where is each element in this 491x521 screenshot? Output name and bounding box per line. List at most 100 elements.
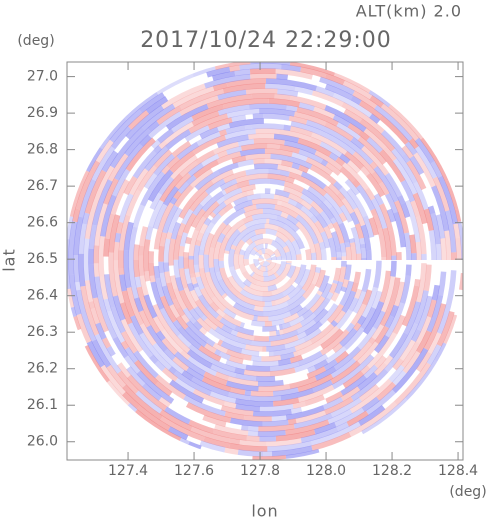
radar-echo bbox=[412, 181, 429, 211]
radar-echo bbox=[300, 426, 339, 444]
radar-echo bbox=[373, 362, 388, 377]
radar-echo bbox=[198, 326, 208, 336]
radar-echo bbox=[153, 265, 161, 279]
radar-echo bbox=[251, 198, 278, 206]
radar-echo bbox=[376, 381, 397, 401]
radar-echo bbox=[360, 224, 372, 252]
radar-echo bbox=[320, 249, 327, 261]
radar-echo bbox=[222, 313, 229, 321]
radar-echo bbox=[181, 208, 194, 225]
subtitle: ALT(km) 2.0 bbox=[356, 2, 462, 21]
radar-echo bbox=[240, 183, 256, 193]
radar-echo bbox=[163, 406, 191, 425]
radar-echo bbox=[155, 353, 172, 371]
radar-echo bbox=[434, 342, 449, 363]
radar-echo bbox=[265, 260, 271, 266]
radar-echo bbox=[315, 85, 335, 98]
radar-echo bbox=[102, 178, 119, 205]
radar-echo bbox=[217, 339, 224, 346]
radar-echo bbox=[298, 102, 315, 112]
radar-echo bbox=[67, 288, 75, 309]
radar-echo bbox=[316, 290, 324, 297]
radar-echo bbox=[214, 423, 249, 436]
radar-echo bbox=[188, 259, 196, 275]
radar-echo bbox=[246, 244, 254, 252]
radar-echo bbox=[223, 250, 230, 255]
radar-echo bbox=[320, 347, 329, 356]
radar-echo bbox=[203, 436, 231, 449]
radar-echo bbox=[242, 278, 252, 288]
radar-echo bbox=[184, 326, 208, 348]
radar-echo bbox=[221, 324, 233, 335]
radar-echo bbox=[268, 218, 286, 229]
radar-echo bbox=[428, 230, 437, 261]
radar-echo bbox=[212, 82, 228, 92]
radar-echo bbox=[179, 218, 181, 223]
radar-echo bbox=[173, 184, 194, 208]
radar-echo bbox=[358, 404, 386, 427]
radar-echo bbox=[175, 276, 185, 292]
radar-echo bbox=[358, 130, 370, 142]
radar-echo bbox=[291, 151, 308, 162]
radar-echo bbox=[318, 274, 330, 293]
radar-echo bbox=[177, 325, 202, 350]
radar-echo bbox=[157, 128, 175, 144]
radar-echo bbox=[225, 315, 242, 328]
radar-echo bbox=[267, 269, 275, 277]
radar-echo bbox=[386, 208, 397, 223]
radar-echo bbox=[144, 145, 169, 172]
radar-echo bbox=[224, 183, 238, 195]
radar-echo bbox=[323, 359, 338, 371]
radar-echo bbox=[287, 266, 301, 286]
radar-echo bbox=[281, 321, 292, 330]
radar-echo bbox=[251, 123, 285, 131]
radar-echo bbox=[251, 272, 265, 282]
radar-echo bbox=[201, 376, 232, 393]
radar-echo bbox=[359, 354, 375, 369]
radar-echo bbox=[136, 370, 175, 404]
radar-echo bbox=[432, 176, 451, 212]
radar-echo bbox=[185, 401, 232, 424]
radar-echo bbox=[299, 312, 317, 327]
radar-echo bbox=[220, 359, 226, 361]
radar-echo bbox=[324, 296, 331, 303]
radar-echo bbox=[368, 217, 379, 236]
radar-echo bbox=[230, 329, 239, 337]
radar-echo bbox=[410, 200, 421, 218]
radar-echo bbox=[74, 281, 82, 291]
radar-echo bbox=[178, 245, 185, 257]
radar-echo bbox=[332, 342, 343, 354]
radar-echo bbox=[409, 234, 417, 254]
radar-echo bbox=[276, 225, 292, 239]
radar-echo bbox=[384, 315, 395, 329]
radar-echo bbox=[338, 186, 358, 210]
radar-echo bbox=[222, 207, 246, 226]
radar-echo bbox=[231, 155, 247, 164]
radar-echo bbox=[294, 264, 307, 285]
radar-echo bbox=[332, 92, 373, 118]
radar-echo bbox=[409, 155, 425, 176]
radar-echo bbox=[325, 391, 344, 404]
radar-echo bbox=[93, 245, 100, 264]
radar-echo bbox=[330, 231, 341, 249]
radar-echo bbox=[436, 310, 455, 347]
radar-echo bbox=[275, 329, 281, 336]
radar-echo bbox=[197, 294, 211, 310]
radar-echo bbox=[312, 299, 329, 317]
radar-echo bbox=[368, 336, 376, 345]
radar-echo bbox=[368, 88, 392, 108]
radar-echo bbox=[260, 193, 275, 200]
radar-echo bbox=[274, 236, 288, 249]
radar-echo bbox=[145, 225, 154, 241]
radar-echo bbox=[416, 351, 433, 373]
radar-echo bbox=[247, 425, 259, 432]
radar-echo bbox=[182, 307, 194, 320]
radar-echo bbox=[225, 380, 259, 392]
radar-echo bbox=[161, 165, 171, 175]
radar-echo bbox=[113, 260, 125, 304]
radar-echo bbox=[303, 177, 328, 197]
radar-echo bbox=[78, 253, 86, 287]
radar-echo bbox=[244, 326, 262, 329]
radar-echo bbox=[278, 329, 284, 336]
